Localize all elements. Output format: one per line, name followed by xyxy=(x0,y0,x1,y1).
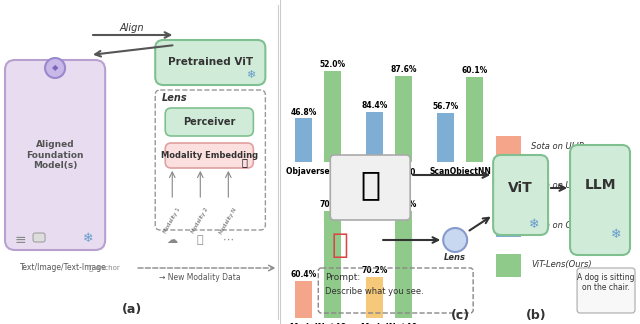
Text: 🐕: 🐕 xyxy=(360,168,380,202)
Text: 80.4%: 80.4% xyxy=(390,200,417,209)
Text: ☁: ☁ xyxy=(166,235,178,245)
Bar xyxy=(366,112,383,324)
Text: ModelNet40: ModelNet40 xyxy=(363,168,415,177)
Text: 60.1%: 60.1% xyxy=(461,66,488,75)
Text: → New Modality Data: → New Modality Data xyxy=(159,273,241,283)
Text: (c): (c) xyxy=(451,308,470,321)
Text: Prompt:: Prompt: xyxy=(325,273,360,283)
Text: ViT: ViT xyxy=(508,181,532,195)
Text: Pretrained ViT: Pretrained ViT xyxy=(168,57,253,67)
Text: Objaverse LVIS: Objaverse LVIS xyxy=(286,167,350,176)
Text: 🔗 anchor: 🔗 anchor xyxy=(90,265,120,271)
Text: 84.4%: 84.4% xyxy=(362,101,388,110)
Text: Modality 1: Modality 1 xyxy=(163,207,182,234)
Text: ModelNet40: ModelNet40 xyxy=(289,323,347,324)
Text: Modality Embedding: Modality Embedding xyxy=(161,151,258,159)
Bar xyxy=(295,281,312,324)
Text: on the chair.: on the chair. xyxy=(582,284,630,293)
FancyBboxPatch shape xyxy=(330,155,410,220)
Text: Describe what you see.: Describe what you see. xyxy=(325,287,424,296)
Bar xyxy=(496,175,522,198)
FancyBboxPatch shape xyxy=(577,268,635,313)
Text: 87.6%: 87.6% xyxy=(390,64,417,74)
Bar xyxy=(366,277,383,324)
Text: Aligned
Foundation
Model(s): Aligned Foundation Model(s) xyxy=(26,140,84,170)
FancyBboxPatch shape xyxy=(33,233,45,242)
Text: Align: Align xyxy=(120,23,145,33)
FancyBboxPatch shape xyxy=(5,60,105,250)
Text: 70.2%: 70.2% xyxy=(362,266,388,275)
Text: ❄: ❄ xyxy=(246,70,255,80)
FancyBboxPatch shape xyxy=(493,155,548,235)
Text: Sota on ULIP: Sota on ULIP xyxy=(531,142,584,151)
Text: Modality N: Modality N xyxy=(219,207,238,235)
Text: ❄: ❄ xyxy=(529,218,540,232)
Text: Modality 2: Modality 2 xyxy=(191,207,210,234)
Text: ViT-Lens(Ours): ViT-Lens(Ours) xyxy=(531,260,592,269)
Text: ≡: ≡ xyxy=(14,233,26,247)
Text: (b): (b) xyxy=(525,308,547,321)
Text: Lens: Lens xyxy=(444,253,466,262)
Bar xyxy=(324,71,341,324)
Text: 70.6%: 70.6% xyxy=(319,200,346,209)
Bar xyxy=(395,211,412,324)
Text: Lens: Lens xyxy=(162,93,188,103)
Text: 46.8%: 46.8% xyxy=(291,108,317,117)
Text: Sota on Openshape: Sota on Openshape xyxy=(531,221,613,229)
Text: 🪑: 🪑 xyxy=(332,231,349,259)
FancyBboxPatch shape xyxy=(165,108,253,136)
FancyBboxPatch shape xyxy=(156,40,266,85)
Bar xyxy=(395,76,412,324)
Text: (a): (a) xyxy=(122,304,142,317)
Text: A dog is sitting: A dog is sitting xyxy=(577,273,635,283)
Text: 52.0%: 52.0% xyxy=(319,61,346,69)
Text: LLM: LLM xyxy=(584,178,616,192)
FancyBboxPatch shape xyxy=(570,145,630,255)
FancyBboxPatch shape xyxy=(165,143,253,168)
Bar xyxy=(496,136,522,159)
Circle shape xyxy=(443,228,467,252)
Bar xyxy=(496,214,522,237)
Text: 60.4%: 60.4% xyxy=(291,270,317,279)
Bar xyxy=(324,211,341,324)
Text: ModelNet40: ModelNet40 xyxy=(360,323,418,324)
Text: Sota on ULIP2: Sota on ULIP2 xyxy=(531,181,589,190)
Text: 🔥: 🔥 xyxy=(241,157,247,167)
Text: Text/Image/Text-Image: Text/Image/Text-Image xyxy=(20,263,107,272)
Bar xyxy=(437,113,454,324)
Text: ❄: ❄ xyxy=(83,232,93,245)
Bar xyxy=(295,119,312,324)
Circle shape xyxy=(45,58,65,78)
Text: ❄: ❄ xyxy=(611,228,621,241)
Text: ⋯: ⋯ xyxy=(223,235,234,245)
Text: ◆: ◆ xyxy=(52,64,58,73)
Text: Perceiver: Perceiver xyxy=(183,117,236,127)
Bar xyxy=(496,254,522,277)
Text: 56.7%: 56.7% xyxy=(433,102,459,111)
Text: 🔊: 🔊 xyxy=(197,235,204,245)
Text: ScanObjectNN: ScanObjectNN xyxy=(429,167,491,176)
Bar xyxy=(466,77,483,324)
